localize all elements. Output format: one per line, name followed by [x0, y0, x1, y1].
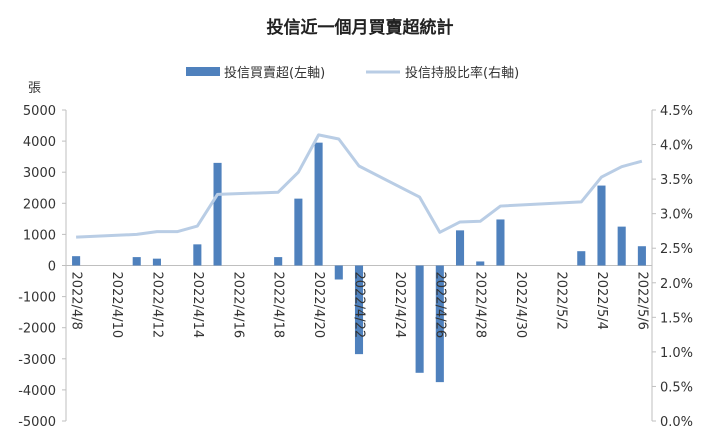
legend-swatch-bar	[186, 67, 220, 76]
line-path	[76, 133, 643, 239]
y-right-tick-label: 3.0%	[660, 208, 693, 223]
y-left-tick-label: 4000	[23, 135, 56, 150]
bar	[637, 246, 646, 266]
y-left-tick-label: -5000	[18, 415, 56, 430]
y-right-tick-label: 0.5%	[660, 380, 693, 395]
chart-title: 投信近一個月買賣超統計	[267, 17, 454, 38]
x-tick-label: 2022/4/28	[473, 272, 488, 339]
bar	[435, 265, 444, 383]
x-tick-label: 2022/4/16	[230, 272, 245, 339]
y-left-tick-label: -4000	[18, 384, 56, 399]
bar	[334, 265, 343, 280]
y-axis-left-label: 張	[28, 81, 41, 96]
x-tick-label: 2022/4/24	[392, 272, 407, 339]
bar	[72, 256, 81, 266]
y-left-tick-label: 0	[48, 260, 56, 275]
x-tick-label: 2022/4/8	[69, 272, 84, 330]
x-tick-label: 2022/5/6	[634, 272, 649, 330]
legend: 投信買賣超(左軸) 投信持股比率(右軸)	[186, 65, 519, 81]
x-tick-label: 2022/4/26	[432, 272, 447, 339]
bar	[496, 219, 505, 266]
bar	[455, 230, 465, 266]
legend-label-line: 投信持股比率(右軸)	[405, 65, 519, 81]
bar	[132, 257, 141, 266]
bar	[213, 162, 222, 266]
x-tick-label: 2022/4/14	[190, 272, 205, 339]
bar	[597, 185, 606, 266]
y-left-tick-label: -3000	[18, 353, 56, 368]
axes: -5000 -4000 -3000 -2000 -1000 0 1000 2000 3000 40…	[18, 104, 693, 430]
x-tick-label: 2022/4/12	[149, 272, 164, 339]
x-tick-label: 2022/4/18	[271, 272, 286, 339]
y-right-tick-label: 1.0%	[660, 346, 693, 361]
x-tick-label: 2022/5/2	[554, 272, 569, 330]
bar	[476, 261, 485, 266]
bar	[577, 251, 586, 266]
y-right-tick-label: 3.5%	[660, 173, 693, 188]
bar-series	[72, 142, 646, 383]
bar	[415, 265, 424, 373]
y-right-tick-label: 4.0%	[660, 139, 693, 154]
y-right-tick-label: 2.5%	[660, 242, 693, 257]
legend-label-bar: 投信買賣超(左軸)	[224, 65, 325, 81]
bar	[294, 198, 303, 266]
bar	[274, 257, 283, 266]
y-left-tick-label: 3000	[23, 166, 56, 181]
line-series	[76, 133, 643, 239]
x-tick-label: 2022/4/30	[513, 272, 528, 339]
y-left-tick-label: 2000	[23, 197, 56, 212]
bar	[354, 265, 364, 355]
x-tick-label: 2022/4/20	[311, 272, 326, 339]
bar	[314, 142, 323, 266]
x-tick-label: 2022/4/22	[352, 272, 367, 339]
bar	[152, 258, 161, 266]
y-left-tick-label: 5000	[23, 104, 56, 119]
y-left-tick-label: -2000	[18, 322, 56, 337]
y-left-tick-label: 1000	[23, 228, 56, 243]
y-right-tick-label: 2.0%	[660, 277, 693, 292]
y-right-tick-label: 0.0%	[660, 415, 693, 430]
bar	[193, 244, 202, 266]
x-axis-ticks: 2022/4/8 2022/4/10 2022/4/12 2022/4/14 2022/…	[69, 272, 650, 339]
y-right-tick-label: 1.5%	[660, 311, 693, 326]
y-right-tick-label: 4.5%	[660, 104, 693, 119]
y-left-tick-label: -1000	[18, 291, 56, 306]
x-tick-label: 2022/5/4	[594, 272, 609, 330]
bar	[617, 226, 626, 266]
x-tick-label: 2022/4/10	[109, 272, 124, 339]
